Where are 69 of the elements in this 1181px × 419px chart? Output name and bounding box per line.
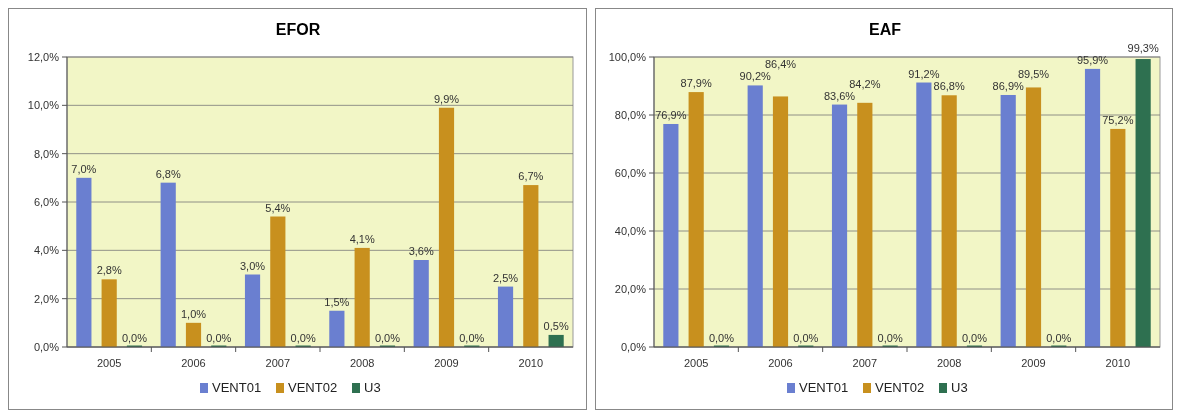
x-tick-label: 2010	[1105, 357, 1130, 369]
y-tick-label: 20,0%	[614, 282, 646, 295]
data-label: 86,8%	[933, 80, 965, 93]
x-tick-label: 2007	[265, 357, 291, 369]
y-tick-label: 40,0%	[614, 224, 646, 237]
y-tick-label: 0,0%	[33, 340, 60, 353]
y-tick-label: 6,0%	[33, 195, 60, 208]
legend-label: U3	[950, 380, 968, 395]
data-label: 3,0%	[239, 259, 266, 272]
y-tick-label: 12,0%	[27, 50, 60, 63]
legend-label: VENT01	[798, 380, 848, 395]
data-label: 0,0%	[290, 332, 316, 344]
data-label: 1,5%	[324, 295, 350, 308]
data-label: 9,9%	[433, 92, 460, 105]
data-label: 0,0%	[1045, 332, 1072, 344]
x-tick-label: 2006	[181, 357, 206, 369]
data-label: 0,0%	[121, 332, 148, 344]
data-label: 91,2%	[907, 67, 940, 80]
data-label: 2,8%	[96, 264, 122, 277]
data-label: 76,9%	[654, 108, 687, 121]
data-label: 95,9%	[1076, 53, 1108, 66]
y-tick-label: 80,0%	[614, 108, 646, 121]
data-label: 6,7%	[518, 170, 544, 183]
y-tick-label: 10,0%	[27, 99, 60, 112]
data-label: 1,0%	[180, 307, 207, 320]
data-label: 84,2%	[848, 77, 881, 90]
x-tick-label: 2009	[1020, 357, 1046, 369]
x-tick-label: 2008	[936, 357, 961, 369]
data-label: 0,0%	[374, 332, 401, 344]
legend-label: VENT02	[874, 380, 924, 395]
data-label: 89,5%	[1017, 67, 1049, 80]
data-label: 2,5%	[492, 271, 519, 284]
data-label: 83,6%	[823, 89, 855, 102]
x-tick-label: 2010	[518, 357, 544, 369]
y-tick-label: 8,0%	[33, 147, 60, 160]
data-label: 75,2%	[1101, 113, 1134, 126]
y-tick-label: 60,0%	[614, 166, 646, 179]
data-label: 87,9%	[680, 77, 712, 90]
x-tick-label: 2007	[852, 357, 877, 369]
y-tick-label: 0,0%	[620, 340, 646, 353]
data-label: 5,4%	[265, 201, 291, 214]
y-tick-label: 100,0%	[608, 50, 646, 63]
x-tick-label: 2006	[767, 357, 793, 369]
chart-title: EAF	[868, 21, 901, 38]
data-label: 0,0%	[459, 332, 485, 344]
data-label: 0,0%	[792, 332, 819, 344]
data-label: 86,9%	[992, 79, 1024, 92]
legend-label: U3	[364, 380, 381, 395]
y-tick-label: 4,0%	[33, 244, 60, 257]
data-label: 86,4%	[764, 58, 796, 71]
data-label: 99,3%	[1127, 41, 1159, 54]
legend-label: VENT01	[212, 380, 262, 395]
data-label: 4,1%	[349, 232, 375, 245]
data-label: 0,0%	[877, 332, 903, 344]
y-tick-label: 2,0%	[33, 292, 60, 305]
data-label: 6,8%	[155, 167, 181, 180]
x-tick-label: 2005	[96, 357, 122, 369]
x-tick-label: 2008	[349, 357, 375, 369]
data-label: 3,6%	[408, 245, 434, 257]
data-label: 0,0%	[708, 332, 734, 344]
data-label: 0,5%	[543, 319, 569, 332]
data-label: 0,0%	[206, 332, 232, 344]
legend-label: VENT02	[288, 380, 338, 395]
x-tick-label: 2009	[434, 357, 459, 369]
data-label: 7,0%	[71, 162, 97, 175]
data-label: 90,2%	[739, 70, 771, 83]
chart-title: EFOR	[275, 21, 321, 38]
x-tick-label: 2005	[683, 357, 708, 369]
data-label: 0,0%	[961, 332, 987, 344]
